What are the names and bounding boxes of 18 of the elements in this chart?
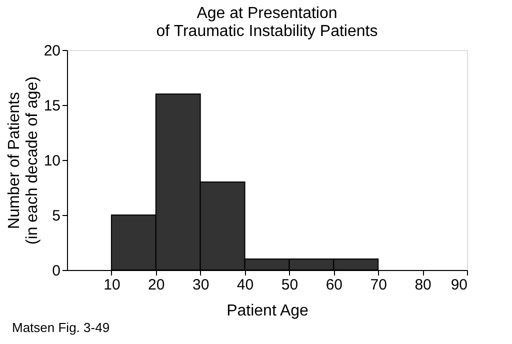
- x-tick-label: 80: [414, 276, 432, 294]
- x-tick-label: 50: [281, 276, 298, 294]
- y-axis-title: Number of Patients (in each decade of age): [6, 76, 41, 245]
- y-tick-label: 20: [44, 42, 60, 60]
- x-tick-label: 90: [450, 276, 468, 294]
- text: Matsen Fig. 3-49: [12, 320, 110, 335]
- y-tick-label: 15: [44, 98, 60, 114]
- x-axis-title: Patient Age: [226, 302, 309, 320]
- y-tick-label: 5: [52, 208, 60, 224]
- x-tick-label: 70: [370, 276, 387, 294]
- x-tick-label: 30: [192, 276, 210, 294]
- chart-title: Age at Presentation of Traumatic Instability Patients: [156, 5, 378, 40]
- x-tick-label: 20: [148, 276, 165, 294]
- x-tick-label: 40: [236, 276, 254, 294]
- y-tick-label: 0: [52, 262, 60, 280]
- x-tick-label: 60: [326, 276, 343, 294]
- x-tick-label: 10: [104, 276, 120, 294]
- y-tick-label: 10: [44, 152, 60, 170]
